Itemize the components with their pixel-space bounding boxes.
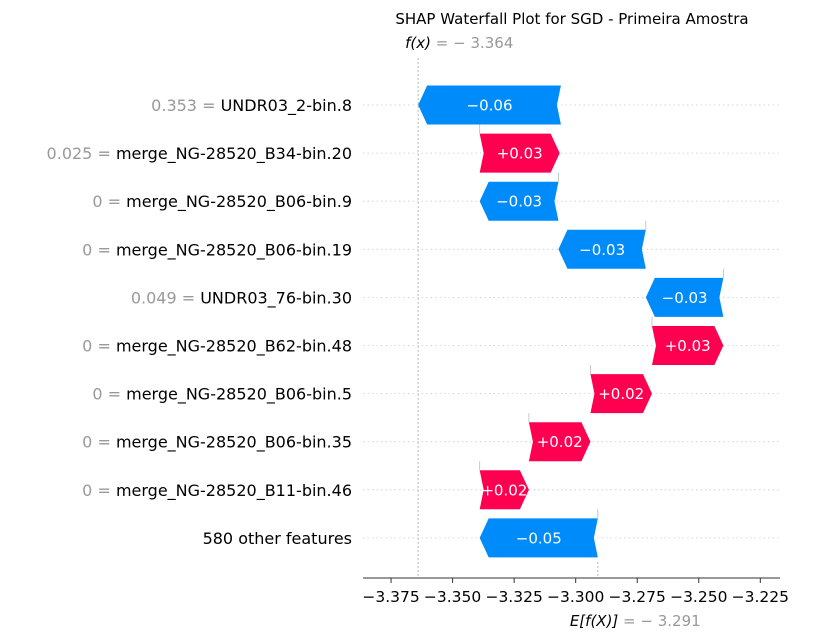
x-tick-label: −3.325 <box>485 588 542 606</box>
feature-value: 0.049 = <box>131 288 200 307</box>
feature-label: 0 = merge_NG-28520_B06-bin.5 <box>92 385 352 405</box>
feature-label: 0 = merge_NG-28520_B06-bin.9 <box>92 192 352 212</box>
waterfall-bars: −0.06 +0.03 −0.03 −0.03 −0.03 +0.03 +0.02 +0.02… <box>418 85 724 558</box>
expected-value-annotation: E[f(X)] = − 3.291 <box>570 612 701 630</box>
bar-value-label: +0.03 <box>497 145 543 163</box>
feature-name: merge_NG-28520_B06-bin.35 <box>116 433 352 453</box>
gridlines <box>363 104 780 539</box>
x-tick-label: −3.375 <box>362 588 419 606</box>
waterfall-bar <box>528 422 591 462</box>
feature-value: 0 = <box>82 337 116 356</box>
feature-labels: 0.353 = UNDR03_2-bin.8 0.025 = merge_NG-2… <box>47 96 352 548</box>
waterfall-bar <box>645 277 724 317</box>
fx-value: = − 3.364 <box>431 34 513 52</box>
feature-name: merge_NG-28520_B62-bin.48 <box>116 337 352 357</box>
feature-name: 580 other features <box>203 529 352 548</box>
feature-label: 0.049 = UNDR03_76-bin.30 <box>131 288 352 308</box>
waterfall-bar <box>558 229 646 269</box>
feature-label: 0.025 = merge_NG-28520_B34-bin.20 <box>47 144 352 164</box>
feature-name: merge_NG-28520_B34-bin.20 <box>116 144 352 164</box>
x-tick-label: −3.225 <box>732 588 789 606</box>
feature-name: merge_NG-28520_B06-bin.9 <box>126 192 352 212</box>
feature-label: 580 other features <box>203 529 352 548</box>
feature-name: UNDR03_76-bin.30 <box>200 288 352 308</box>
x-tick-label: −3.300 <box>547 588 604 606</box>
waterfall-bar <box>479 518 598 558</box>
waterfall-bar <box>479 133 560 173</box>
feature-value: 0.353 = <box>151 96 220 115</box>
chart-title: SHAP Waterfall Plot for SGD - Primeira A… <box>395 10 748 28</box>
bar-value-label: −0.03 <box>496 193 542 211</box>
reference-lines <box>417 58 599 578</box>
feature-value: 0 = <box>92 192 126 211</box>
fx-annotation: f(x) = − 3.364 <box>405 34 513 52</box>
bar-value-label: −0.03 <box>579 241 625 259</box>
feature-name: UNDR03_2-bin.8 <box>221 96 352 116</box>
waterfall-bar <box>418 85 561 125</box>
feature-label: 0 = merge_NG-28520_B06-bin.19 <box>82 240 352 260</box>
bar-value-label: +0.02 <box>598 385 644 403</box>
waterfall-bar <box>651 326 724 365</box>
feature-value: 0.025 = <box>47 144 116 163</box>
bar-value-label: +0.03 <box>665 337 711 355</box>
waterfall-bar <box>479 470 529 510</box>
fx-label: f(x) = − 3.364 <box>405 34 513 52</box>
feature-name: merge_NG-28520_B11-bin.46 <box>116 481 352 501</box>
bar-value-label: −0.03 <box>662 289 708 307</box>
base-value: = − 3.291 <box>618 612 700 630</box>
feature-name: merge_NG-28520_B06-bin.5 <box>126 385 352 405</box>
x-tick-label: −3.275 <box>609 588 666 606</box>
feature-label: 0.353 = UNDR03_2-bin.8 <box>151 96 352 116</box>
feature-value: 0 = <box>82 481 116 500</box>
feature-label: 0 = merge_NG-28520_B62-bin.48 <box>82 337 352 357</box>
waterfall-bar <box>590 374 652 414</box>
feature-value: 0 = <box>82 433 116 452</box>
feature-label: 0 = merge_NG-28520_B06-bin.35 <box>82 433 352 453</box>
feature-value: 0 = <box>82 240 116 259</box>
feature-name: merge_NG-28520_B06-bin.19 <box>116 240 352 260</box>
base-prefix: E[f(X)] <box>570 612 619 630</box>
x-tick-label: −3.250 <box>670 588 727 606</box>
x-axis: −3.375 −3.350 −3.325 −3.300 −3.275 −3.250 −3.2… <box>362 577 789 606</box>
fx-prefix: f(x) <box>405 34 431 52</box>
x-tick-label: −3.350 <box>424 588 481 606</box>
feature-label: 0 = merge_NG-28520_B11-bin.46 <box>82 481 352 501</box>
bar-value-label: +0.02 <box>481 481 527 499</box>
feature-value: 0 = <box>92 385 126 404</box>
bar-value-label: −0.05 <box>516 529 562 547</box>
base-label: E[f(X)] = − 3.291 <box>570 612 701 630</box>
waterfall-bar <box>479 181 559 221</box>
bar-value-label: −0.06 <box>467 97 513 115</box>
bar-value-label: +0.02 <box>537 433 583 451</box>
